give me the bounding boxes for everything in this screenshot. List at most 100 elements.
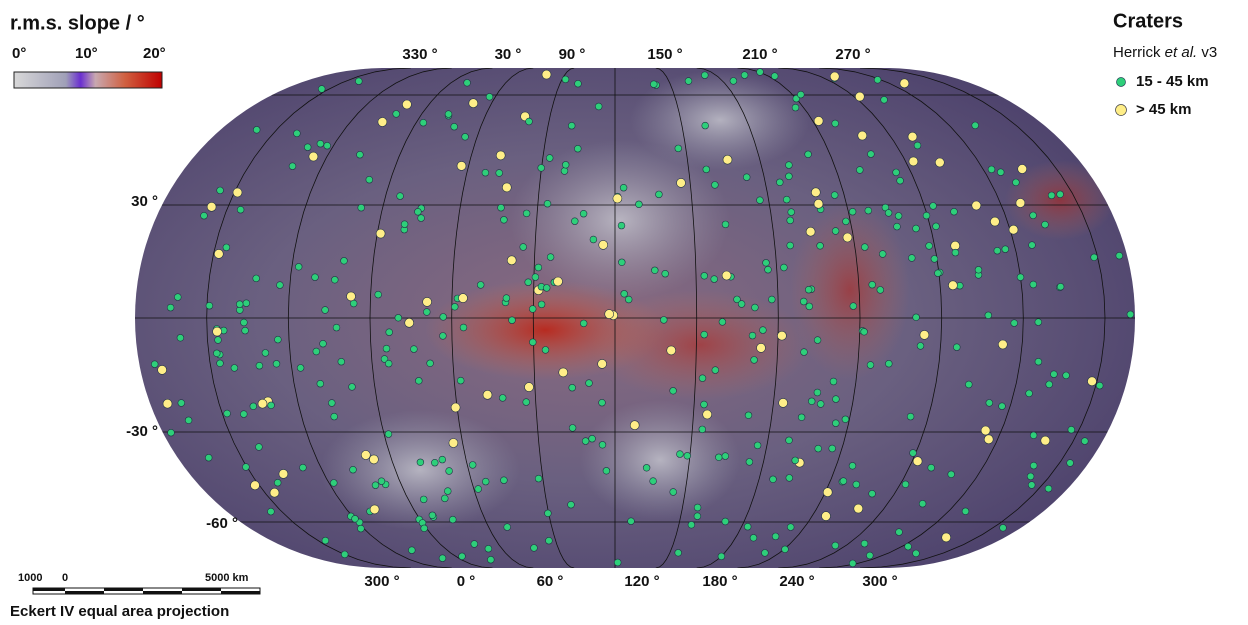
lon-label: 330 °	[402, 46, 437, 63]
crater-small	[885, 360, 892, 367]
crater-small	[1046, 381, 1053, 388]
crater-large	[402, 100, 411, 109]
crater-small	[469, 462, 476, 469]
crater-small	[861, 244, 868, 251]
crater-small	[832, 420, 839, 427]
lon-label: 150 °	[647, 46, 682, 63]
crater-large	[1018, 165, 1027, 174]
crater-small	[357, 151, 364, 158]
crater-small	[702, 122, 709, 129]
crater-small	[757, 197, 764, 204]
crater-large	[757, 343, 766, 352]
crater-large	[777, 331, 786, 340]
crater-large	[376, 229, 385, 238]
crater-small	[498, 204, 505, 211]
crater-small	[684, 452, 691, 459]
crater-small	[487, 556, 494, 563]
crater-small	[715, 454, 722, 461]
crater-large	[667, 346, 676, 355]
crater-small	[763, 259, 770, 266]
crater-small	[243, 464, 250, 471]
crater-small	[417, 459, 424, 466]
crater-small	[1042, 221, 1049, 228]
crater-small	[849, 560, 856, 567]
crater-small	[843, 218, 850, 225]
crater-small	[475, 486, 482, 493]
crater-small	[699, 375, 706, 382]
crater-small	[817, 401, 824, 408]
crater-small	[1030, 212, 1037, 219]
crater-large	[900, 79, 909, 88]
crater-small	[917, 343, 924, 350]
crater-small	[719, 319, 726, 326]
crater-small	[881, 96, 888, 103]
crater-small	[167, 304, 174, 311]
crater-small	[439, 555, 446, 562]
crater-small	[923, 212, 930, 219]
crater-small	[250, 403, 257, 410]
crater-large	[779, 398, 788, 407]
crater-small	[273, 360, 280, 367]
crater-small	[685, 78, 692, 85]
crater-small	[722, 453, 729, 460]
crater-small	[1017, 274, 1024, 281]
crater-small	[580, 210, 587, 217]
crater-small	[913, 550, 920, 557]
crater-small	[243, 300, 250, 307]
crater-small	[423, 309, 430, 316]
crater-large	[811, 188, 820, 197]
crater-small	[471, 541, 478, 548]
crater-small	[324, 142, 331, 149]
crater-small	[931, 256, 938, 263]
title: r.m.s. slope / °	[10, 12, 145, 34]
crater-small	[449, 516, 456, 523]
crater-small	[833, 396, 840, 403]
legend-title: Craters	[1113, 10, 1183, 32]
crater-large	[951, 241, 960, 250]
crater-small	[962, 508, 969, 515]
lon-label: 30 °	[495, 46, 522, 63]
crater-small	[829, 445, 836, 452]
crater-small	[1026, 390, 1033, 397]
crater-small	[330, 480, 337, 487]
crater-small	[1013, 179, 1020, 186]
crater-small	[338, 358, 345, 365]
crater-small	[445, 111, 452, 118]
crater-small	[866, 552, 873, 559]
crater-small	[805, 151, 812, 158]
crater-small	[986, 400, 993, 407]
crater-small	[561, 168, 568, 175]
crater-small	[350, 466, 357, 473]
crater-small	[526, 118, 533, 125]
crater-small	[451, 123, 458, 130]
crater-small	[762, 550, 769, 557]
crater-small	[910, 450, 917, 457]
crater-small	[787, 524, 794, 531]
crater-small	[274, 479, 281, 486]
crater-small	[1068, 426, 1075, 433]
crater-small	[241, 319, 248, 326]
crater-small	[914, 142, 921, 149]
crater-small	[349, 384, 356, 391]
crater-large	[942, 533, 951, 542]
crater-small	[177, 334, 184, 341]
crater-small	[805, 286, 812, 293]
crater-large	[909, 157, 918, 166]
crater-small	[503, 295, 510, 302]
crater-small	[289, 163, 296, 170]
crater-small	[459, 553, 466, 560]
scale-label: 0	[62, 572, 68, 584]
crater-small	[752, 304, 759, 311]
crater-small	[814, 389, 821, 396]
crater-small	[328, 400, 335, 407]
crater-small	[408, 547, 415, 554]
crater-large	[814, 199, 823, 208]
crater-small	[650, 81, 657, 88]
crater-small	[444, 488, 451, 495]
crater-small	[711, 276, 718, 283]
scale-seg	[65, 591, 104, 594]
colorbar-label: 20°	[143, 45, 166, 62]
crater-small	[523, 399, 530, 406]
crater-small	[313, 348, 320, 355]
crater-small	[806, 303, 813, 310]
